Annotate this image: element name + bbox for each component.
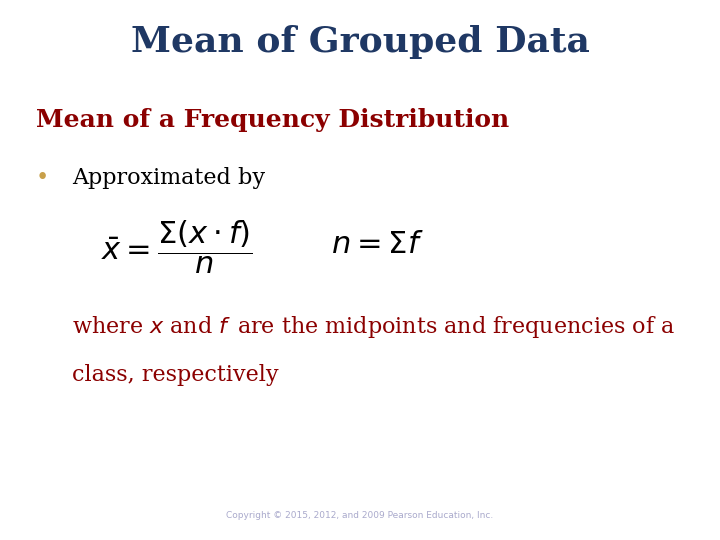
Text: ALWAYS LEARNING: ALWAYS LEARNING (22, 511, 139, 521)
Text: where $x$ and $f\,$ are the midpoints and frequencies of a: where $x$ and $f\,$ are the midpoints an… (72, 314, 675, 341)
Text: Approximated by: Approximated by (72, 167, 265, 189)
Text: Copyright © 2015, 2012, and 2009 Pearson Education, Inc.: Copyright © 2015, 2012, and 2009 Pearson… (226, 511, 494, 520)
Text: $\bar{x} = \dfrac{\Sigma(x \cdot f)}{n}$: $\bar{x} = \dfrac{\Sigma(x \cdot f)}{n}$ (101, 219, 253, 276)
Text: Mean of a Frequency Distribution: Mean of a Frequency Distribution (36, 108, 509, 132)
Text: 111: 111 (675, 509, 698, 522)
Text: PEARSON: PEARSON (626, 504, 720, 527)
Text: class, respectively: class, respectively (72, 363, 279, 386)
Text: •: • (36, 167, 49, 189)
Text: $n = \Sigma f$: $n = \Sigma f$ (331, 228, 424, 260)
Text: Mean of Grouped Data: Mean of Grouped Data (130, 25, 590, 58)
